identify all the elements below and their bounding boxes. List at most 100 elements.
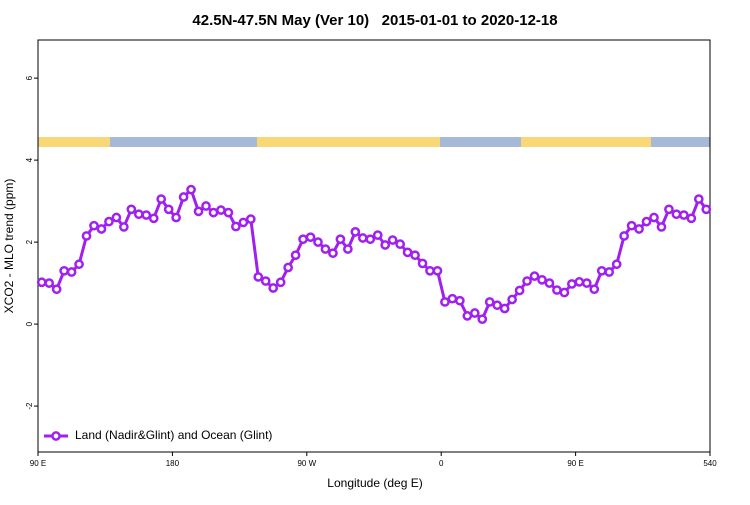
data-point [201, 201, 211, 211]
data-point [171, 212, 181, 223]
data-point [514, 285, 525, 296]
y-tick-label: 2 [25, 239, 34, 244]
data-point [686, 213, 697, 224]
land-ocean-strip [38, 137, 710, 147]
data-point [537, 274, 547, 285]
land-band [521, 137, 651, 147]
data-point [365, 234, 376, 245]
data-point [567, 279, 577, 289]
data-point [51, 284, 62, 295]
data-point [387, 235, 398, 245]
data-point [701, 204, 712, 215]
data-point [671, 209, 682, 220]
chart-title: 42.5N-47.5N May (Ver 10) 2015-01-01 to 2… [192, 12, 557, 29]
data-point [402, 247, 413, 258]
data-point [679, 210, 689, 220]
y-tick-label: -2 [25, 402, 34, 410]
data-point [163, 204, 174, 215]
data-point [477, 314, 488, 325]
data-point [357, 233, 368, 243]
data-point [619, 231, 629, 241]
data-point [231, 221, 241, 232]
data-point [664, 204, 674, 215]
data-point [59, 265, 69, 276]
data-point [529, 271, 540, 281]
x-tick-label: 90 E [30, 459, 46, 468]
data-point [89, 220, 99, 231]
data-point [432, 265, 443, 276]
data-point [119, 222, 129, 232]
x-tick-label: 540 [703, 459, 717, 468]
x-tick-label: 90 W [297, 459, 316, 468]
data-point [223, 207, 234, 218]
data-point [634, 224, 644, 234]
data-point [395, 239, 405, 250]
data-point [574, 277, 585, 287]
y-tick-label: 0 [25, 321, 34, 326]
y-tick-label: 4 [25, 157, 34, 162]
data-point [74, 259, 84, 270]
data-point [410, 250, 420, 261]
data-point [343, 244, 353, 254]
y-axis-label: XCO2 - MLO trend (ppm) [2, 179, 16, 314]
data-point [507, 294, 517, 305]
land-band [257, 137, 440, 147]
data-point [186, 184, 196, 195]
land-band [38, 137, 110, 147]
data-point [141, 210, 152, 220]
data-point [559, 287, 570, 298]
data-point [245, 214, 256, 224]
data-point [44, 278, 55, 288]
data-point [350, 227, 361, 237]
data-point [298, 234, 308, 245]
series-line [41, 186, 708, 322]
data-point [499, 303, 510, 314]
data-point [96, 224, 107, 234]
data-point [335, 234, 346, 245]
y-tick-label: 6 [25, 75, 34, 80]
data-point [260, 276, 271, 286]
data-point [178, 192, 189, 202]
data-point [649, 212, 659, 223]
data-point [596, 265, 607, 276]
data-point [66, 267, 77, 277]
data-point [148, 213, 159, 224]
x-tick-label: 180 [166, 459, 180, 468]
data-point [484, 297, 495, 307]
data-point [193, 206, 204, 217]
legend-marker [51, 431, 61, 441]
data-point [126, 204, 137, 215]
data-point [581, 278, 592, 288]
data-point [253, 272, 264, 282]
data-point [111, 212, 122, 223]
plot-frame [37, 39, 711, 453]
data-point [372, 230, 383, 240]
data-point [380, 240, 391, 250]
data-point [447, 293, 458, 304]
data-point [133, 209, 144, 220]
data-point [305, 232, 316, 243]
data-point [275, 277, 286, 288]
data-point [208, 207, 219, 218]
data-point [656, 222, 667, 232]
data-point [328, 248, 338, 259]
data-point [492, 300, 503, 311]
data-point [36, 277, 47, 288]
data-point [283, 262, 293, 273]
legend-label: Land (Nadir&Glint) and Ocean (Glint) [75, 428, 272, 442]
data-point [455, 295, 465, 306]
data-point [604, 267, 615, 277]
data-point [611, 259, 622, 270]
data-point [320, 244, 331, 254]
data-point [216, 205, 226, 215]
data-point [589, 284, 600, 295]
data-point [290, 250, 301, 261]
data-point [268, 283, 279, 293]
data-point [522, 276, 532, 286]
data-point [81, 231, 92, 241]
data-point [425, 265, 435, 276]
data-point [238, 217, 249, 228]
data-point [626, 220, 637, 231]
data-point [693, 194, 704, 204]
